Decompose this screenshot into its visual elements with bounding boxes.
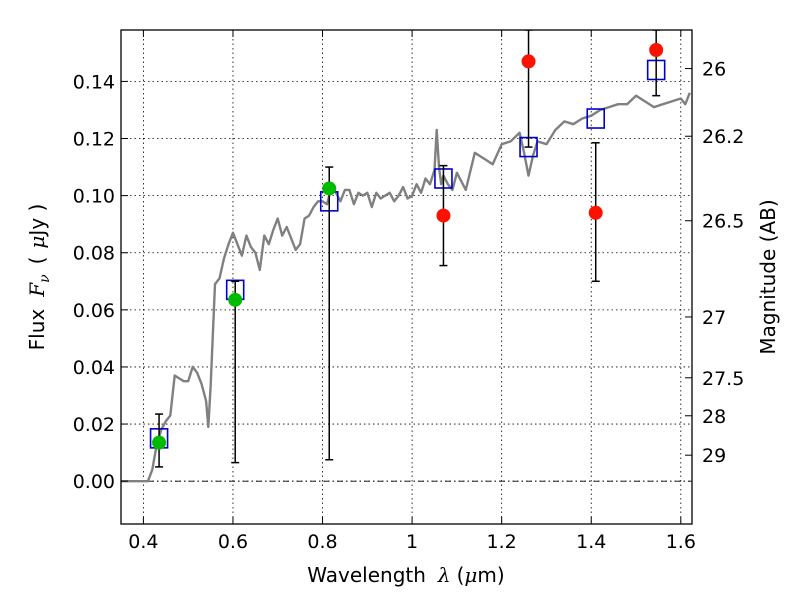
red-data-point [436,208,451,223]
plot-frame [120,29,693,525]
green-data-point [322,181,337,196]
x-tick-label: 0.8 [307,531,337,553]
plot-area [121,30,692,483]
x-tick-label: 0.4 [128,531,158,553]
plot-background [121,30,692,524]
y-tick-label: 0.06 [73,300,115,322]
x-tick-label: 1.4 [576,531,606,553]
x-tick-label: 1.2 [487,531,517,553]
y-tick-labels: 0.00 0.02 0.04 0.06 0.08 0.10 0.12 0.14 [73,71,115,493]
x-tick-label: 1 [406,531,418,553]
y2-tick-label: 28 [702,406,726,428]
x-axis-label: Wavelength λ (μm) [307,563,504,587]
y-tick-label: 0.10 [73,186,115,208]
green-data-point [152,435,167,450]
y-tick-label: 0.02 [73,414,115,436]
y-tick-label: 0.14 [73,71,115,93]
y2-tick-label: 29 [702,445,726,467]
model-photometry-square [586,108,606,129]
y2-tick-label: 26.5 [702,211,744,233]
y2-tick-labels: 26 26.2 26.5 27 27.5 28 29 [702,59,744,468]
y2-tick-label: 27 [702,307,726,329]
y2-tick-label: 27.5 [702,368,744,390]
y-tick-label: 0.12 [73,129,115,151]
x-tick-label: 0.6 [218,531,248,553]
y2-tick-label: 26.2 [702,126,744,148]
red-data-point [521,54,536,69]
x-tick-labels: 0.4 0.6 0.8 1 1.2 1.4 1.6 [128,531,696,553]
y-tick-label: 0.08 [73,243,115,265]
y-axis-label: FluxFν(μJy ) [25,204,53,351]
green-data-point [228,292,243,307]
x-tick-label: 1.6 [666,531,696,553]
y2-tick-label: 26 [702,59,726,81]
y-tick-label: 0.00 [73,471,115,493]
red-data-point [588,205,603,220]
y-tick-label: 0.04 [73,357,115,379]
y2-axis-label: Magnitude (AB) [756,199,780,354]
model-spectrum-line [121,92,691,483]
red-data-point [649,42,664,57]
